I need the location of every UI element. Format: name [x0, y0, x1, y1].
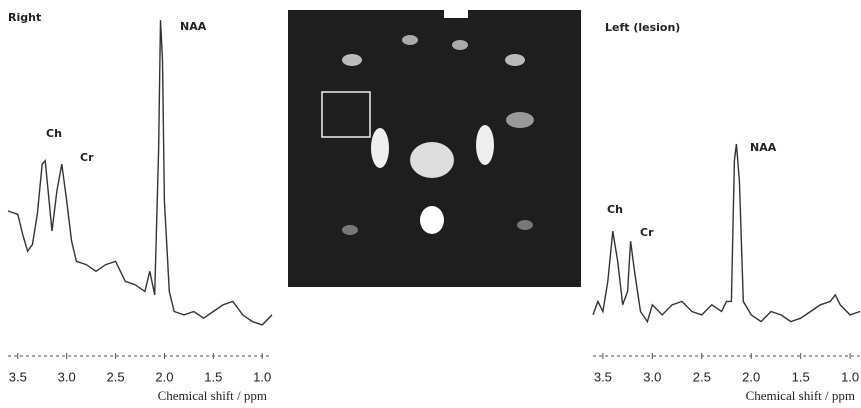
chart-title: Left (lesion) [605, 21, 680, 34]
peak-label: Cr [640, 226, 654, 239]
x-tick-label: 2.5 [107, 369, 125, 384]
peak-label: NAA [180, 20, 207, 33]
spectrum-line [8, 20, 272, 325]
x-axis-label: Chemical shift / ppm [746, 388, 855, 403]
x-tick-label: 1.5 [792, 369, 810, 384]
x-tick-label: 1.0 [841, 369, 859, 384]
x-axis-label: Chemical shift / ppm [158, 388, 267, 403]
x-tick-label: 3.5 [9, 369, 27, 384]
x-tick-label: 2.0 [155, 369, 173, 384]
x-tick-label: 3.0 [58, 369, 76, 384]
x-tick-label: 2.5 [693, 369, 711, 384]
peak-label: NAA [750, 141, 777, 154]
x-tick-label: 2.0 [742, 369, 760, 384]
chart-title: Right [8, 11, 41, 24]
mri-image [288, 2, 581, 287]
peak-label: Ch [46, 127, 62, 140]
x-tick-label: 3.5 [594, 369, 612, 384]
x-tick-label: 1.5 [204, 369, 222, 384]
x-tick-label: 3.0 [643, 369, 661, 384]
spectrum-line [593, 144, 860, 322]
peak-label: Cr [80, 151, 94, 164]
figure: 3.5 3.0 2.5 2.0 1.5 1.0 Chemical shift / ppm Ri… [0, 0, 861, 408]
peak-label: Ch [607, 203, 623, 216]
x-tick-label: 1.0 [253, 369, 271, 384]
